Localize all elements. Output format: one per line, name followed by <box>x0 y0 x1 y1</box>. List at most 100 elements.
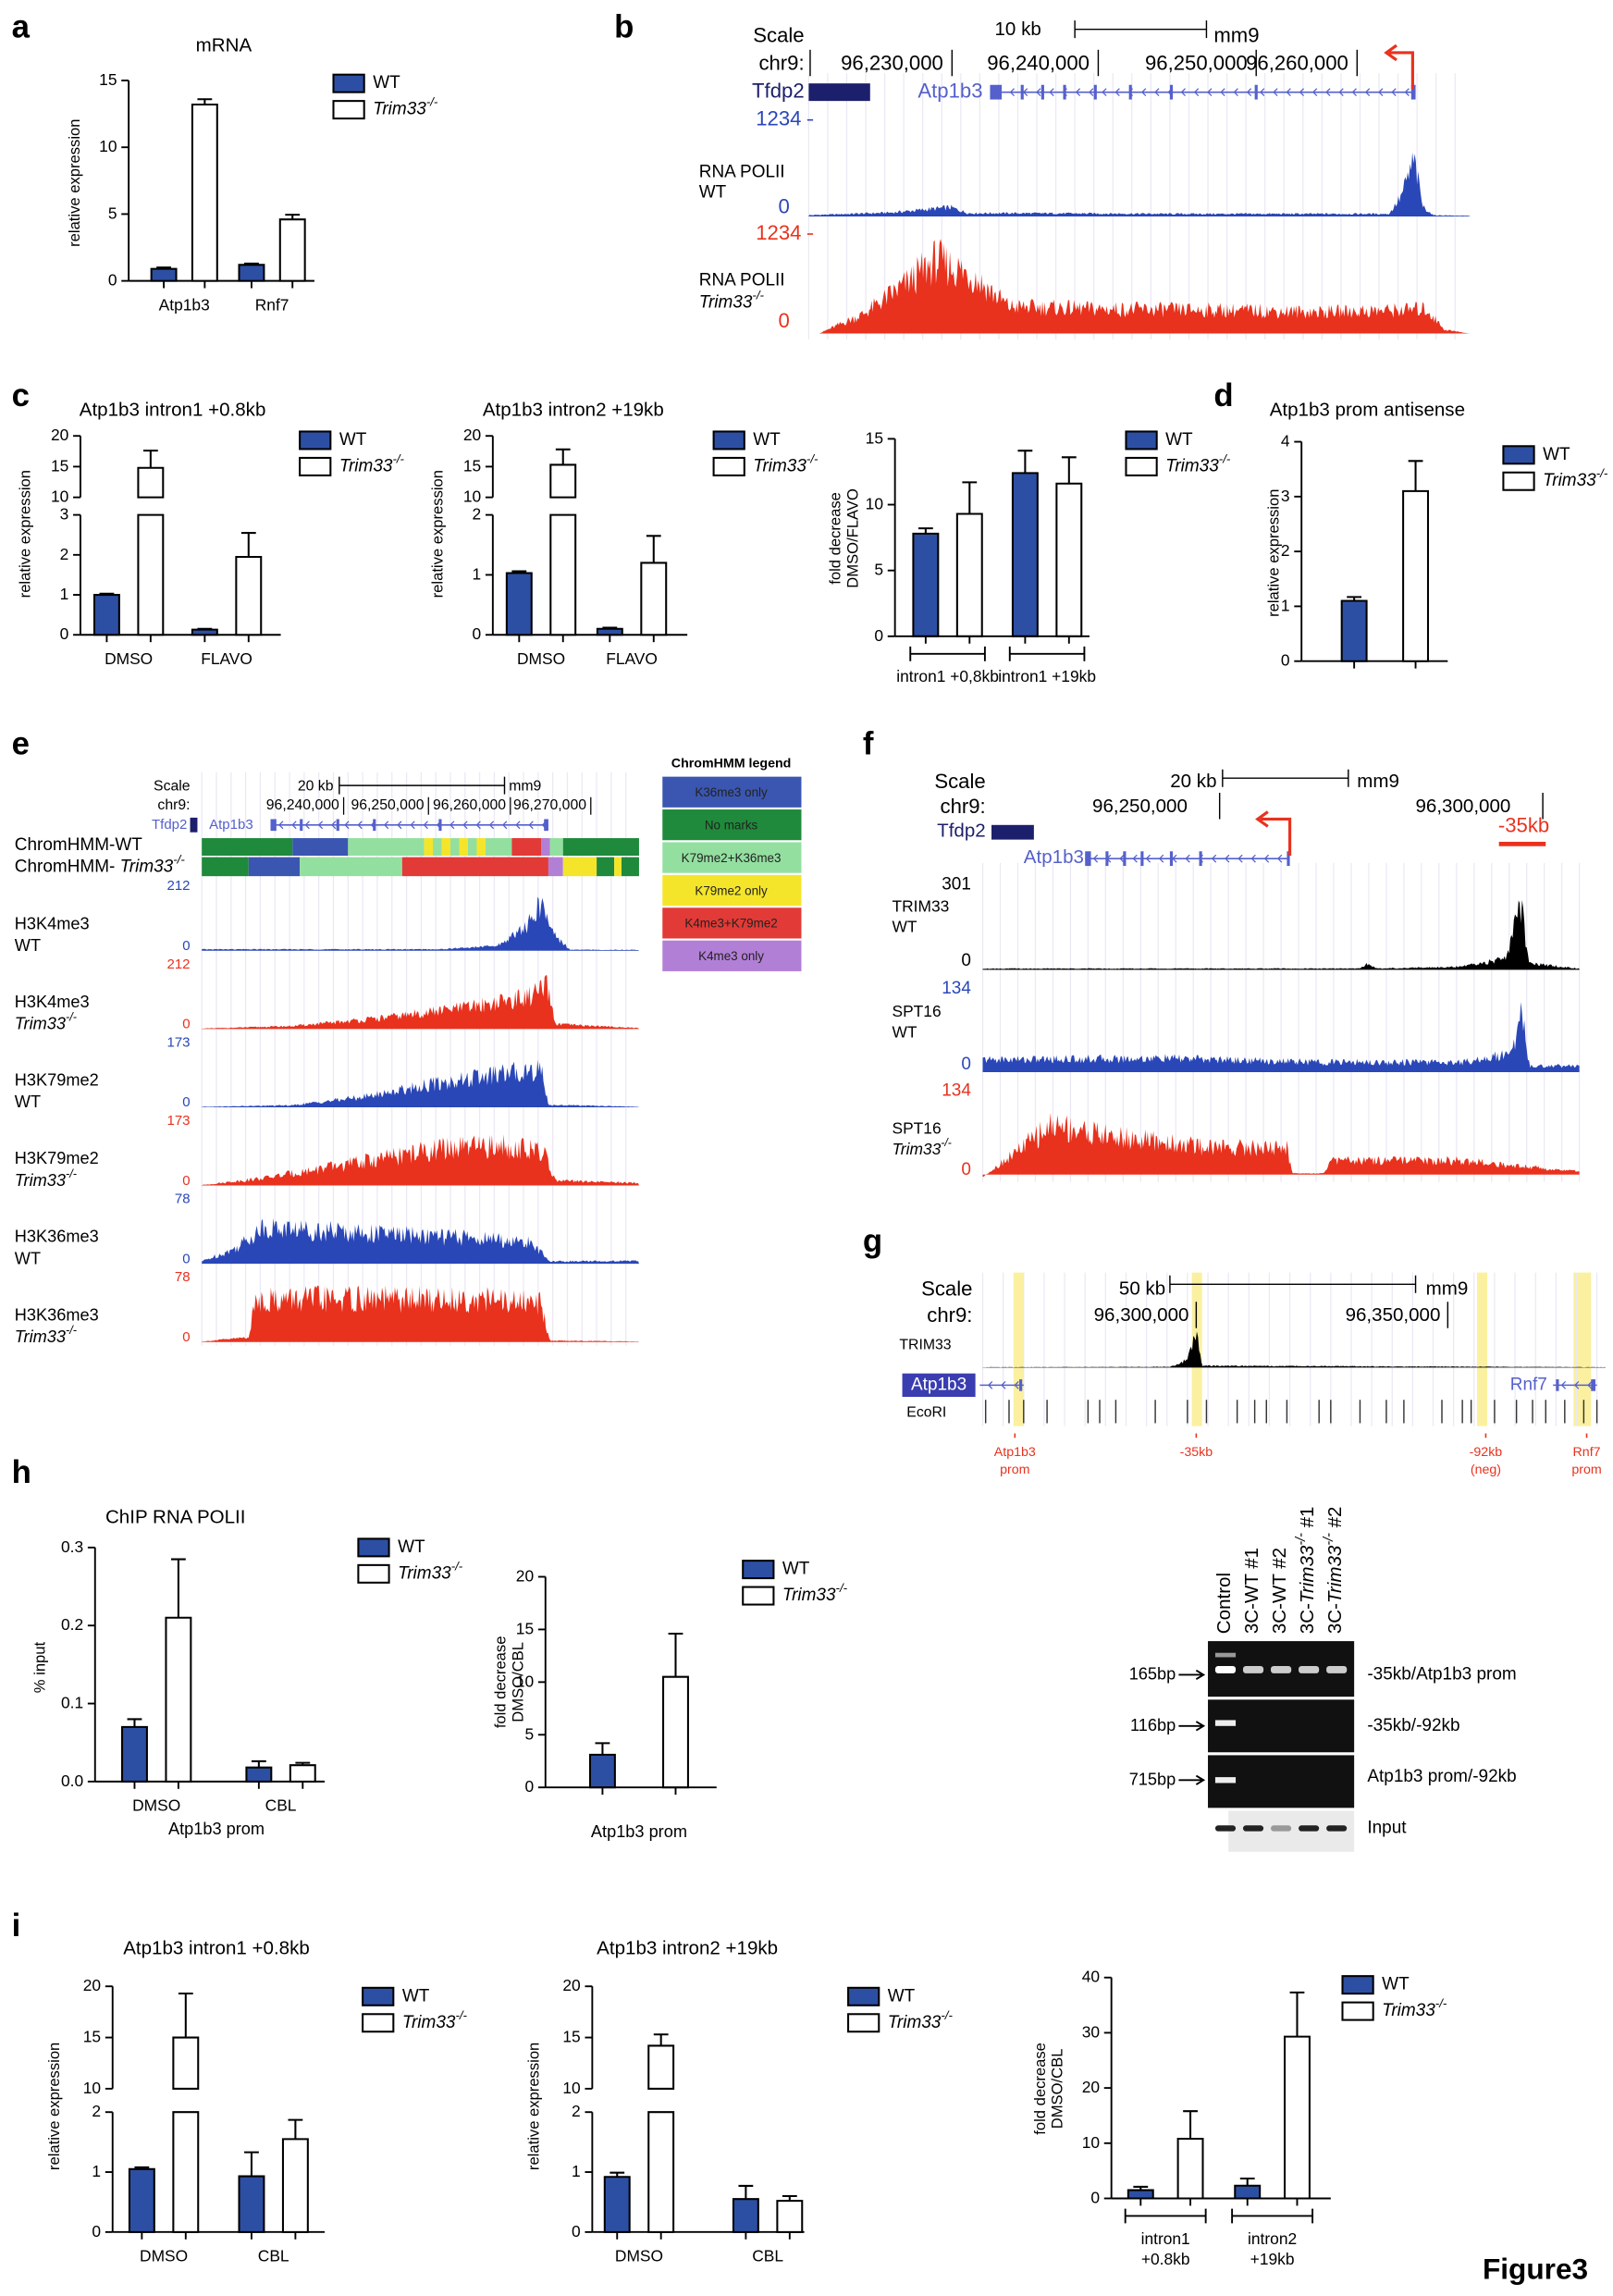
y-tick-label: 3 <box>1281 486 1290 504</box>
label: 96,250,000 <box>351 797 424 813</box>
gene-strand <box>1560 1380 1593 1389</box>
text-run: 78 <box>175 1269 191 1285</box>
label: 134 <box>942 1081 971 1101</box>
text-run: Trim33 <box>699 292 753 312</box>
chromhmm-segment <box>562 838 639 857</box>
label: Scale <box>934 770 985 793</box>
text-run: Scale <box>934 770 985 793</box>
y-tick-label: 15 <box>83 2027 101 2045</box>
bar <box>662 1675 689 1789</box>
label: prom <box>1571 1463 1601 1477</box>
gene-exon <box>1040 84 1044 100</box>
text-run: relative expression <box>1265 489 1283 617</box>
legend-swatch <box>847 1986 880 2006</box>
y-axis-label: DMSO/CBL <box>510 1642 527 1722</box>
text-run: d <box>1213 378 1233 414</box>
label: 0 <box>182 1173 190 1189</box>
gene-exon <box>1169 84 1174 100</box>
text-run: i <box>12 1908 21 1944</box>
category-bracket <box>1124 2208 1207 2224</box>
bar <box>588 1753 616 1789</box>
text-run: -/- <box>1435 1996 1447 2010</box>
label: Atp1b3 <box>994 1445 1036 1460</box>
y-tick-label: 15 <box>562 2027 580 2045</box>
text-run: Atp1b3 prom/-92kb <box>1367 1767 1516 1786</box>
text-run: Atp1b3 intron1 +0.8kb <box>123 1938 310 1959</box>
lane-label: Control <box>1213 1573 1235 1634</box>
chart-title: Atp1b3 intron2 +19kb <box>483 400 664 421</box>
text-run: 10 <box>99 137 117 155</box>
text-run: 96,250,000 <box>1145 51 1248 74</box>
label: Trim33-/- <box>15 1167 77 1190</box>
gene-exon <box>1019 1379 1023 1391</box>
text-run: 10 <box>1082 2132 1100 2151</box>
label: Rnf7 <box>1510 1375 1547 1394</box>
legend-swatch <box>662 907 802 939</box>
label: 96,250,000 <box>1145 51 1248 74</box>
label: -35kb/Atp1b3 prom <box>1367 1664 1516 1684</box>
lane-label: 3C-Trim33-/- #2 <box>1322 1507 1347 1635</box>
text-run: DMSO/FLAVO <box>844 488 862 588</box>
y-tick-label: 20 <box>516 1566 534 1585</box>
text-run: DMSO <box>517 649 565 668</box>
text-run: 10 kb <box>995 19 1041 41</box>
text-run: 0 <box>1090 2188 1100 2206</box>
signal-track <box>202 1134 639 1186</box>
signal-track <box>982 1331 1607 1368</box>
text-run: mm9 <box>1213 23 1259 46</box>
text-run: 78 <box>175 1191 191 1207</box>
label: 0 <box>182 1329 190 1345</box>
gene-exon <box>270 819 277 832</box>
text-run: WT <box>782 1560 810 1579</box>
text-run: 96,260,000 <box>433 797 506 813</box>
signal-track <box>202 896 639 951</box>
label: TRIM33 <box>892 896 949 915</box>
error-bar <box>1239 2177 1255 2186</box>
gel-band <box>1214 1652 1237 1658</box>
label: Tfdp2 <box>152 817 187 833</box>
text-run: +19kb <box>1250 2249 1295 2267</box>
legend-label: K79me2 only <box>695 883 768 897</box>
y-tick-label: 15 <box>516 1619 534 1637</box>
gene-strand <box>278 821 548 830</box>
text-run: intron1 +0,8kb <box>896 667 999 685</box>
bar <box>596 627 623 636</box>
text-run: K4me3+K79me2 <box>684 916 777 930</box>
text-run: 165bp <box>1129 1664 1176 1683</box>
y-axis-label: DMSO/CBL <box>1049 2049 1066 2129</box>
panel-label: f <box>863 727 874 762</box>
text-run: ChromHMM-WT <box>15 835 142 855</box>
label: 78 <box>175 1191 191 1207</box>
text-run: CBL <box>752 2246 783 2265</box>
text-run: 0 <box>779 194 790 217</box>
text-run: 10 <box>562 2079 580 2097</box>
text-run: FLAVO <box>201 649 252 668</box>
text-run: 5 <box>108 204 117 222</box>
chromhmm-segment <box>424 838 434 857</box>
label: Input <box>1367 1818 1407 1837</box>
text-run: 0 <box>874 625 883 644</box>
text-run: 15 <box>99 70 117 89</box>
text-run: Tfdp2 <box>152 817 187 833</box>
chromhmm-segment <box>485 838 512 857</box>
legend-swatch <box>1502 471 1535 491</box>
size-arrow <box>1178 1721 1206 1732</box>
text-run: prom <box>1571 1463 1601 1477</box>
text-run: H3K79me2 <box>15 1149 99 1167</box>
text-run: Trim33 <box>15 1014 66 1032</box>
text-run: CBL <box>265 1796 297 1814</box>
text-run: 2 <box>92 2102 101 2120</box>
gene-exon <box>1093 84 1097 100</box>
y-axis-label: fold decrease <box>827 492 844 585</box>
label: 96,240,000 <box>266 797 339 813</box>
legend-label: Trim33-/- <box>1543 466 1608 490</box>
text-run: -/- <box>752 288 764 302</box>
label: 96,240,000 <box>987 51 1090 74</box>
text-run: 10 <box>516 1672 534 1690</box>
y-tick-label: 20 <box>562 1976 580 1994</box>
gene-label-box <box>902 1373 976 1398</box>
gene-exon <box>1254 84 1258 100</box>
chromhmm-segment <box>476 838 486 857</box>
text-run: 96,230,000 <box>841 51 943 74</box>
error-bar <box>170 1558 186 1618</box>
